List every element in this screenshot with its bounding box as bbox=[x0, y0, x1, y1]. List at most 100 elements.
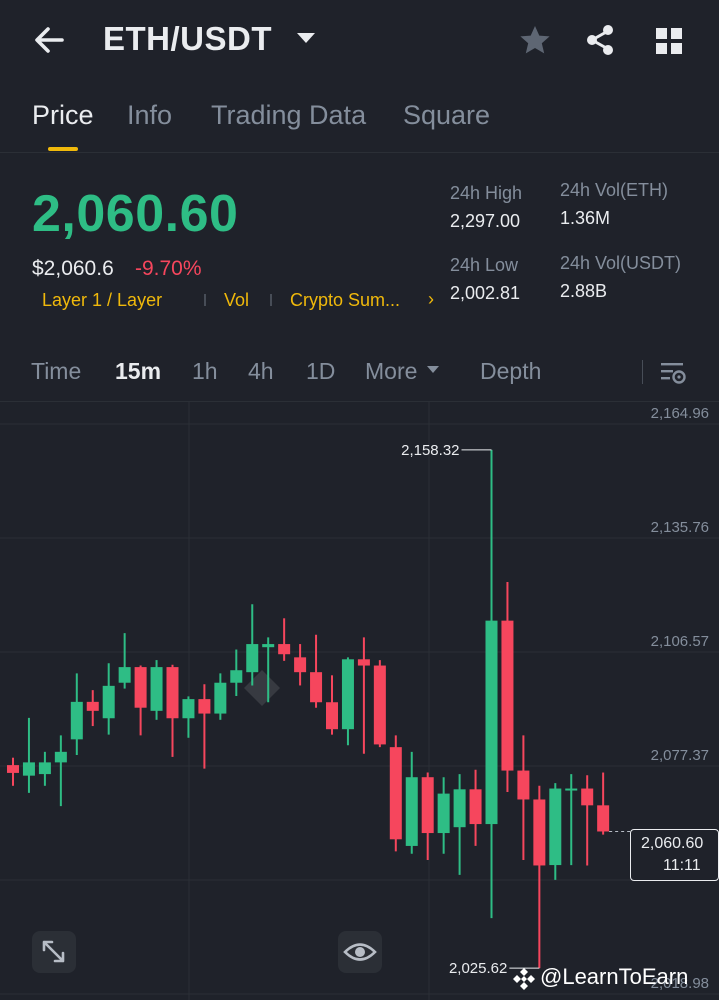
candle[interactable] bbox=[533, 785, 546, 969]
tag-separator bbox=[270, 294, 272, 306]
candle-body bbox=[70, 701, 83, 740]
candle[interactable] bbox=[230, 649, 243, 696]
chevron-down-icon[interactable] bbox=[297, 33, 315, 43]
tab-price[interactable]: Price bbox=[32, 100, 94, 130]
candle-body bbox=[565, 788, 578, 791]
candle[interactable] bbox=[150, 660, 163, 720]
candle[interactable] bbox=[294, 644, 307, 686]
candle-body bbox=[214, 682, 227, 714]
tab-square[interactable]: Square bbox=[403, 100, 491, 130]
candle-body bbox=[38, 762, 51, 775]
candle[interactable] bbox=[565, 774, 578, 866]
tag-layer[interactable]: Layer 1 / Layer bbox=[42, 290, 163, 310]
candle[interactable] bbox=[469, 769, 482, 846]
candle-body bbox=[389, 747, 402, 840]
candle[interactable] bbox=[134, 665, 147, 736]
binance-logo-icon bbox=[511, 966, 537, 992]
candle-body bbox=[373, 665, 386, 745]
candle-body bbox=[437, 793, 450, 834]
interval-4h[interactable]: 4h bbox=[248, 358, 274, 384]
candle[interactable] bbox=[262, 637, 275, 703]
tab-trading-data[interactable]: Trading Data bbox=[211, 100, 367, 130]
tag-separator bbox=[204, 294, 206, 306]
chevron-down-icon[interactable] bbox=[427, 366, 439, 373]
candle[interactable] bbox=[581, 775, 594, 866]
candle[interactable] bbox=[405, 751, 418, 854]
tab-info[interactable]: Info bbox=[127, 100, 173, 130]
candle-body bbox=[118, 667, 131, 683]
grid-icon[interactable] bbox=[655, 27, 683, 55]
high-annotation: 2,158.32 bbox=[401, 442, 459, 459]
candle[interactable] bbox=[421, 772, 434, 860]
candle[interactable] bbox=[341, 657, 354, 746]
candle-body bbox=[469, 789, 482, 825]
fullscreen-button[interactable] bbox=[32, 931, 76, 973]
candle[interactable] bbox=[7, 757, 19, 786]
candle[interactable] bbox=[485, 449, 498, 919]
candle-countdown: 11:11 bbox=[663, 857, 701, 874]
share-icon[interactable] bbox=[582, 22, 618, 58]
candle[interactable] bbox=[278, 618, 291, 661]
candle[interactable] bbox=[38, 751, 51, 786]
y-tick-label: 2,164.96 bbox=[651, 405, 709, 422]
chart-settings-icon[interactable] bbox=[659, 358, 687, 386]
candle[interactable] bbox=[310, 634, 323, 708]
candle[interactable] bbox=[501, 581, 514, 793]
candle[interactable] bbox=[437, 777, 450, 854]
usd-price: $2,060.6 bbox=[32, 257, 114, 280]
candle[interactable] bbox=[357, 637, 370, 754]
tag-crypto-summary[interactable]: Crypto Sum... bbox=[290, 290, 401, 310]
candle-body bbox=[86, 701, 99, 711]
candle[interactable] bbox=[166, 664, 179, 757]
current-price-label: 2,060.60 bbox=[641, 835, 704, 852]
candle-body bbox=[421, 777, 434, 834]
candle[interactable] bbox=[373, 660, 386, 748]
interval-1d[interactable]: 1D bbox=[306, 358, 336, 384]
candle[interactable] bbox=[118, 633, 131, 689]
candle-body bbox=[310, 672, 323, 703]
candle[interactable] bbox=[86, 690, 99, 727]
interval-15m[interactable]: 15m bbox=[115, 358, 162, 384]
candle-body bbox=[597, 805, 610, 832]
candle[interactable] bbox=[198, 684, 211, 769]
low-annotation: 2,025.62 bbox=[449, 960, 507, 977]
pair-title[interactable]: ETH/USDT bbox=[103, 20, 272, 57]
candlestick-chart[interactable]: 2,164.962,135.762,106.572,077.372,048.18… bbox=[0, 402, 719, 1000]
stat-low-value: 2,002.81 bbox=[450, 283, 521, 303]
arrow-left-icon[interactable] bbox=[30, 22, 70, 58]
candle[interactable] bbox=[517, 735, 530, 860]
tag-vol[interactable]: Vol bbox=[224, 290, 250, 310]
interval-1h[interactable]: 1h bbox=[192, 358, 218, 384]
candle[interactable] bbox=[326, 675, 338, 735]
candle[interactable] bbox=[22, 717, 35, 793]
interval-depth[interactable]: Depth bbox=[480, 358, 542, 384]
candle-body bbox=[294, 657, 307, 673]
candle[interactable] bbox=[102, 663, 115, 735]
divider bbox=[0, 401, 719, 402]
candle-body bbox=[581, 788, 594, 806]
candle-body bbox=[150, 667, 163, 711]
candle[interactable] bbox=[597, 772, 610, 835]
candle[interactable] bbox=[549, 783, 562, 880]
current-price-marker bbox=[630, 829, 719, 881]
candle[interactable] bbox=[182, 696, 195, 738]
interval-more[interactable]: More bbox=[365, 358, 418, 384]
star-icon[interactable] bbox=[517, 23, 553, 59]
candle-body bbox=[405, 777, 418, 846]
candle-body bbox=[246, 644, 259, 673]
candle[interactable] bbox=[389, 735, 402, 852]
candle[interactable] bbox=[246, 604, 259, 686]
chevron-right-icon[interactable]: › bbox=[428, 289, 434, 309]
candle[interactable] bbox=[54, 735, 67, 807]
candle[interactable] bbox=[453, 774, 466, 875]
candle-body bbox=[549, 788, 562, 866]
interval-time[interactable]: Time bbox=[31, 358, 82, 384]
stat-high-label: 24h High bbox=[450, 183, 523, 203]
candle-body bbox=[102, 685, 115, 719]
candle[interactable] bbox=[214, 673, 227, 720]
candle[interactable] bbox=[70, 673, 83, 755]
price-change-percent: -9.70% bbox=[135, 257, 202, 280]
watermark-handle: @LearnToEarn bbox=[540, 964, 689, 989]
stat-vol-base-value: 1.36M bbox=[560, 208, 611, 228]
eye-icon[interactable] bbox=[338, 931, 382, 973]
